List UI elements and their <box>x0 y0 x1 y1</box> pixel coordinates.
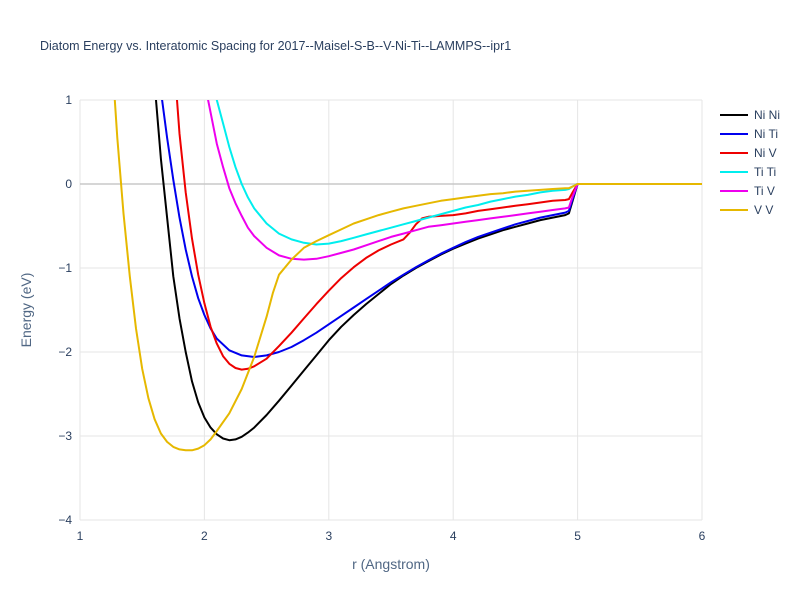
legend-label: Ni V <box>754 146 777 160</box>
series-line-ti-ti <box>215 100 702 246</box>
grid-layer <box>79 99 703 521</box>
legend-label: V V <box>754 203 773 217</box>
series-line-ni-v <box>176 100 702 371</box>
legend-item-ni-ti[interactable]: Ni Ti <box>720 127 778 141</box>
x-tick-labels: 1 2 3 4 5 6 <box>77 529 706 543</box>
x-tick-label: 3 <box>325 529 332 543</box>
legend-label: Ni Ti <box>754 127 778 141</box>
series-line-ni-ti <box>161 100 702 358</box>
y-axis-title: Energy (eV) <box>18 273 34 348</box>
legend-item-ni-ni[interactable]: Ni Ni <box>720 108 780 122</box>
x-tick-label: 5 <box>574 529 581 543</box>
y-tick-label: −2 <box>58 345 72 359</box>
y-tick-label: −1 <box>58 261 72 275</box>
legend-item-ti-ti[interactable]: Ti Ti <box>720 165 776 179</box>
legend-item-ni-v[interactable]: Ni V <box>720 146 777 160</box>
legend-label: Ti Ti <box>754 165 776 179</box>
series-layer <box>113 100 702 452</box>
legend-label: Ni Ni <box>754 108 780 122</box>
y-tick-label: −3 <box>58 429 72 443</box>
legend-label: Ti V <box>754 184 775 198</box>
legend[interactable]: Ni Ni Ni Ti Ni V Ti Ti Ti V V V <box>720 108 780 217</box>
chart-title: Diatom Energy vs. Interatomic Spacing fo… <box>40 39 511 53</box>
series-line-ni-ni <box>154 100 702 442</box>
x-tick-label: 4 <box>450 529 457 543</box>
legend-item-v-v[interactable]: V V <box>720 203 773 217</box>
y-tick-labels: −4 −3 −2 −1 0 1 <box>58 93 72 527</box>
x-tick-label: 1 <box>77 529 84 543</box>
x-tick-label: 2 <box>201 529 208 543</box>
x-tick-label: 6 <box>699 529 706 543</box>
x-axis-title: r (Angstrom) <box>352 556 430 572</box>
legend-item-ti-v[interactable]: Ti V <box>720 184 775 198</box>
series-line-ti-v <box>207 100 702 261</box>
y-tick-label: −4 <box>58 513 72 527</box>
y-tick-label: 1 <box>65 93 72 107</box>
y-tick-label: 0 <box>65 177 72 191</box>
series-line-v-v <box>113 100 702 452</box>
